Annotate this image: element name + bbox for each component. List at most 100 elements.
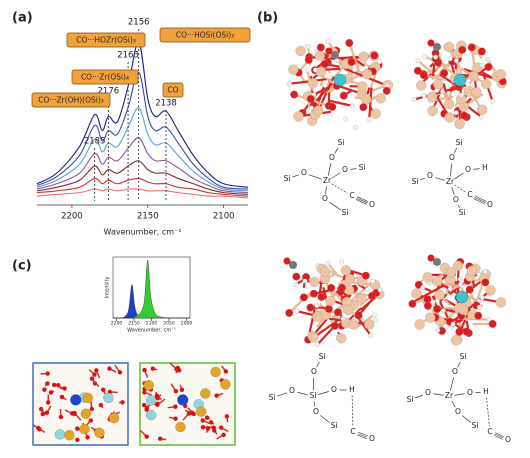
atom [340, 316, 346, 321]
atom [455, 327, 464, 336]
atom [485, 285, 496, 296]
atom [308, 332, 319, 343]
atom [189, 410, 195, 416]
scheme-atom: O [322, 194, 328, 203]
atom [495, 69, 506, 80]
atom [370, 51, 379, 60]
scheme-bond [318, 391, 329, 395]
atom [343, 116, 348, 122]
scheme-triple-bond [494, 433, 504, 439]
metal-atom [455, 290, 469, 304]
atom [344, 274, 356, 285]
atom [353, 125, 358, 131]
atom [347, 58, 356, 66]
atom [382, 86, 391, 95]
atom [98, 402, 104, 408]
atom [345, 38, 354, 47]
atom [425, 312, 436, 323]
molecule-image [283, 257, 385, 348]
scheme-bond [414, 394, 424, 399]
co-oxygen [427, 254, 435, 262]
atom [348, 319, 359, 330]
atom [370, 278, 376, 284]
atom [218, 425, 224, 430]
molecule-image [286, 38, 393, 131]
atom [88, 418, 93, 423]
scheme-atom: O [369, 200, 375, 209]
co-carbon [433, 258, 441, 266]
scheme-atom: Si [412, 177, 419, 186]
atom [285, 309, 294, 317]
atom [155, 401, 160, 407]
atom [454, 118, 465, 130]
bond-stick [327, 262, 340, 278]
scheme-bond [435, 177, 445, 181]
atom [333, 308, 342, 317]
scheme-bond [462, 415, 471, 423]
atom [144, 407, 149, 412]
atom [467, 43, 476, 52]
scheme-bond [457, 204, 461, 209]
spectrum-line [36, 71, 249, 190]
panel-label: (b) [257, 11, 278, 26]
atom [92, 372, 97, 377]
atom [359, 103, 368, 112]
atom [107, 366, 112, 371]
atom [447, 286, 453, 292]
atom [294, 308, 300, 314]
atom [465, 285, 474, 294]
atom [224, 414, 230, 419]
bond-stick [348, 42, 363, 78]
atom [292, 272, 301, 281]
atom [479, 295, 485, 300]
scheme-atom: O [301, 168, 307, 177]
atom [200, 388, 211, 399]
peak-label: 2185 [84, 137, 106, 147]
atom [89, 406, 95, 412]
scheme-atom: Si [460, 352, 467, 361]
bond-stick [368, 87, 373, 120]
scheme-bond [334, 147, 339, 154]
x-tick-label: 2100 [213, 212, 235, 222]
atom [426, 91, 438, 102]
atom [422, 272, 433, 283]
atom [179, 387, 185, 393]
scheme-atom: O [329, 153, 335, 162]
atom [411, 288, 422, 299]
scheme-atom: Zr [445, 391, 454, 400]
atom [196, 406, 207, 417]
atom [312, 311, 323, 322]
atom [286, 81, 292, 87]
scheme-atom: O [465, 165, 471, 174]
scheme-triple-bond [355, 199, 367, 205]
chart: 2200 2150 2100 Wavenumber, cm⁻¹ 2185 2176 2163… [31, 18, 251, 237]
scheme-bond [451, 187, 455, 195]
atom [433, 79, 444, 90]
assignment-label: CO···Zr(OSi)₄ [81, 73, 129, 82]
atom [368, 291, 376, 300]
atom [325, 39, 331, 45]
spectrum-area [113, 259, 190, 319]
atom [340, 265, 352, 276]
atom [36, 425, 41, 431]
atom [142, 390, 147, 395]
atom [307, 78, 318, 89]
atom [328, 72, 334, 78]
atom [313, 105, 324, 116]
atom [48, 390, 54, 395]
y-axis-label: Intensity [105, 277, 111, 299]
atom [447, 56, 453, 62]
x-tick-label: 2100 [146, 321, 158, 327]
scheme-bond [277, 392, 287, 397]
scheme-triple-bond [474, 196, 486, 204]
scheme-atom: C [467, 190, 472, 199]
x-axis-label: Wavenumber, cm⁻¹ [104, 228, 182, 237]
scheme-bond [320, 415, 330, 423]
atom [481, 278, 490, 287]
atom [212, 428, 217, 433]
scheme-atom: H [349, 385, 355, 394]
atom [415, 58, 421, 64]
atom [420, 285, 426, 290]
scheme-bond [473, 168, 480, 170]
